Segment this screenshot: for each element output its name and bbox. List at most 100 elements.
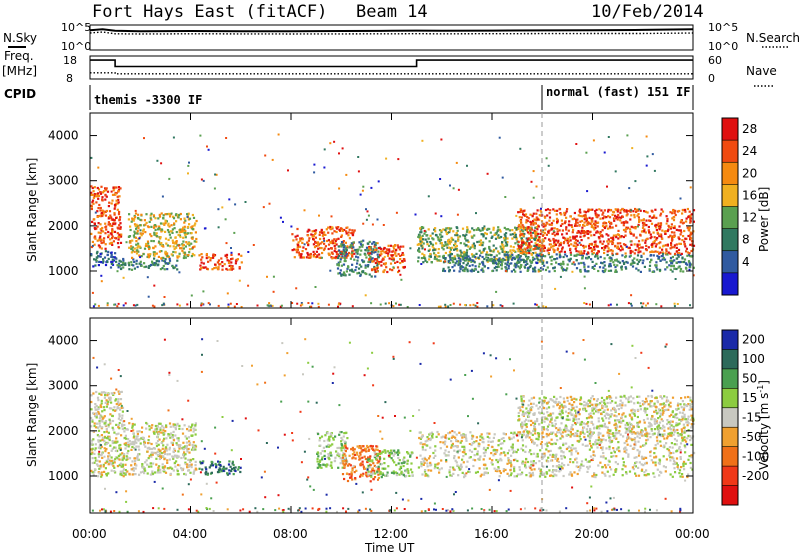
power-cell: [173, 241, 176, 244]
power-cell: [439, 236, 442, 239]
power-cell: [380, 250, 383, 253]
power-cell: [525, 260, 528, 263]
power-cell: [452, 187, 455, 190]
power-cell: [172, 245, 175, 248]
power-cell: [117, 238, 120, 241]
power-cell: [583, 275, 586, 278]
power-cell: [294, 235, 297, 238]
velocity-cell: [190, 464, 193, 467]
velocity-cell: [101, 452, 104, 455]
velocity-cell: [629, 444, 632, 447]
velocity-cell: [123, 453, 126, 456]
power-cell: [490, 258, 493, 261]
power-cell: [181, 249, 184, 252]
power-cell: [227, 305, 230, 308]
velocity-cell: [145, 427, 148, 430]
power-cell: [624, 228, 628, 231]
power-cell: [655, 238, 658, 241]
power-cell: [166, 262, 170, 265]
velocity-cell: [95, 463, 99, 466]
power-cell: [665, 261, 668, 264]
power-cell: [657, 256, 660, 259]
power-cell: [119, 227, 122, 230]
velocity-cell: [108, 407, 111, 410]
power-cell: [639, 234, 642, 237]
power-cell: [252, 244, 255, 246]
power-cell: [536, 255, 539, 259]
velocity-cell: [562, 451, 565, 454]
velocity-cell: [118, 413, 121, 416]
velocity-cell: [91, 420, 94, 423]
power-cell: [356, 272, 359, 275]
velocity-cell: [376, 469, 379, 472]
velocity-cell: [181, 427, 184, 431]
power-cell: [618, 261, 622, 264]
power-cell: [148, 245, 151, 249]
power-cell: [588, 216, 591, 219]
power-cell: [667, 251, 670, 254]
power-cell: [534, 247, 537, 250]
power-cell: [399, 261, 402, 265]
power-cell: [526, 231, 530, 234]
power-cell: [643, 230, 646, 233]
velocity-cell: [111, 463, 114, 466]
power-cell: [637, 225, 639, 228]
power-cell: [627, 209, 630, 213]
power-cell: [513, 231, 516, 234]
power-cell: [120, 233, 123, 236]
power-cell: [516, 261, 519, 264]
power-cell: [594, 223, 597, 226]
power-cell: [180, 247, 183, 250]
power-cell: [532, 258, 535, 262]
power-cell: [100, 247, 103, 250]
power-cell: [588, 303, 591, 306]
velocity-cell: [398, 459, 401, 462]
power-cell: [504, 236, 507, 239]
velocity-cell: [98, 460, 101, 463]
velocity-cell: [105, 447, 108, 451]
power-cell: [434, 227, 437, 230]
velocity-cell: [353, 465, 356, 468]
velocity-cell: [492, 436, 495, 439]
power-cell: [607, 215, 610, 218]
power-cell: [623, 262, 626, 265]
power-cell: [423, 256, 426, 259]
power-cell: [108, 210, 112, 213]
velocity-cell: [161, 447, 164, 450]
power-cell: [143, 262, 146, 265]
power-cell: [571, 218, 574, 221]
power-cell: [190, 226, 193, 229]
power-cell: [184, 219, 187, 222]
power-cell: [511, 249, 515, 252]
velocity-cell: [113, 406, 116, 409]
power-cell: [153, 231, 156, 234]
velocity-cell: [431, 435, 434, 438]
power-cell: [689, 221, 692, 224]
power-cell: [517, 259, 520, 262]
power-cell: [175, 246, 178, 249]
power-cell: [619, 242, 622, 245]
velocity-cell: [447, 432, 450, 435]
velocity-cell: [570, 453, 573, 456]
power-cell: [115, 257, 118, 260]
velocity-cell: [516, 473, 519, 476]
power-cell: [233, 231, 236, 234]
power-cell: [337, 226, 340, 229]
power-cell: [570, 243, 573, 246]
power-cell: [181, 228, 184, 231]
velocity-cell: [367, 470, 370, 473]
power-cell: [96, 186, 99, 190]
power-cell: [464, 259, 468, 262]
velocity-cell: [155, 430, 158, 433]
power-cell: [503, 233, 506, 236]
power-cell: [609, 208, 612, 212]
power-cell: [427, 249, 430, 252]
velocity-cell: [353, 451, 356, 454]
power-cell: [620, 216, 623, 219]
power-cell: [139, 229, 142, 232]
power-cell: [323, 239, 326, 242]
power-cell: [677, 229, 680, 232]
velocity-cell: [508, 438, 511, 441]
power-cell: [173, 223, 176, 226]
velocity-cell: [169, 425, 172, 428]
